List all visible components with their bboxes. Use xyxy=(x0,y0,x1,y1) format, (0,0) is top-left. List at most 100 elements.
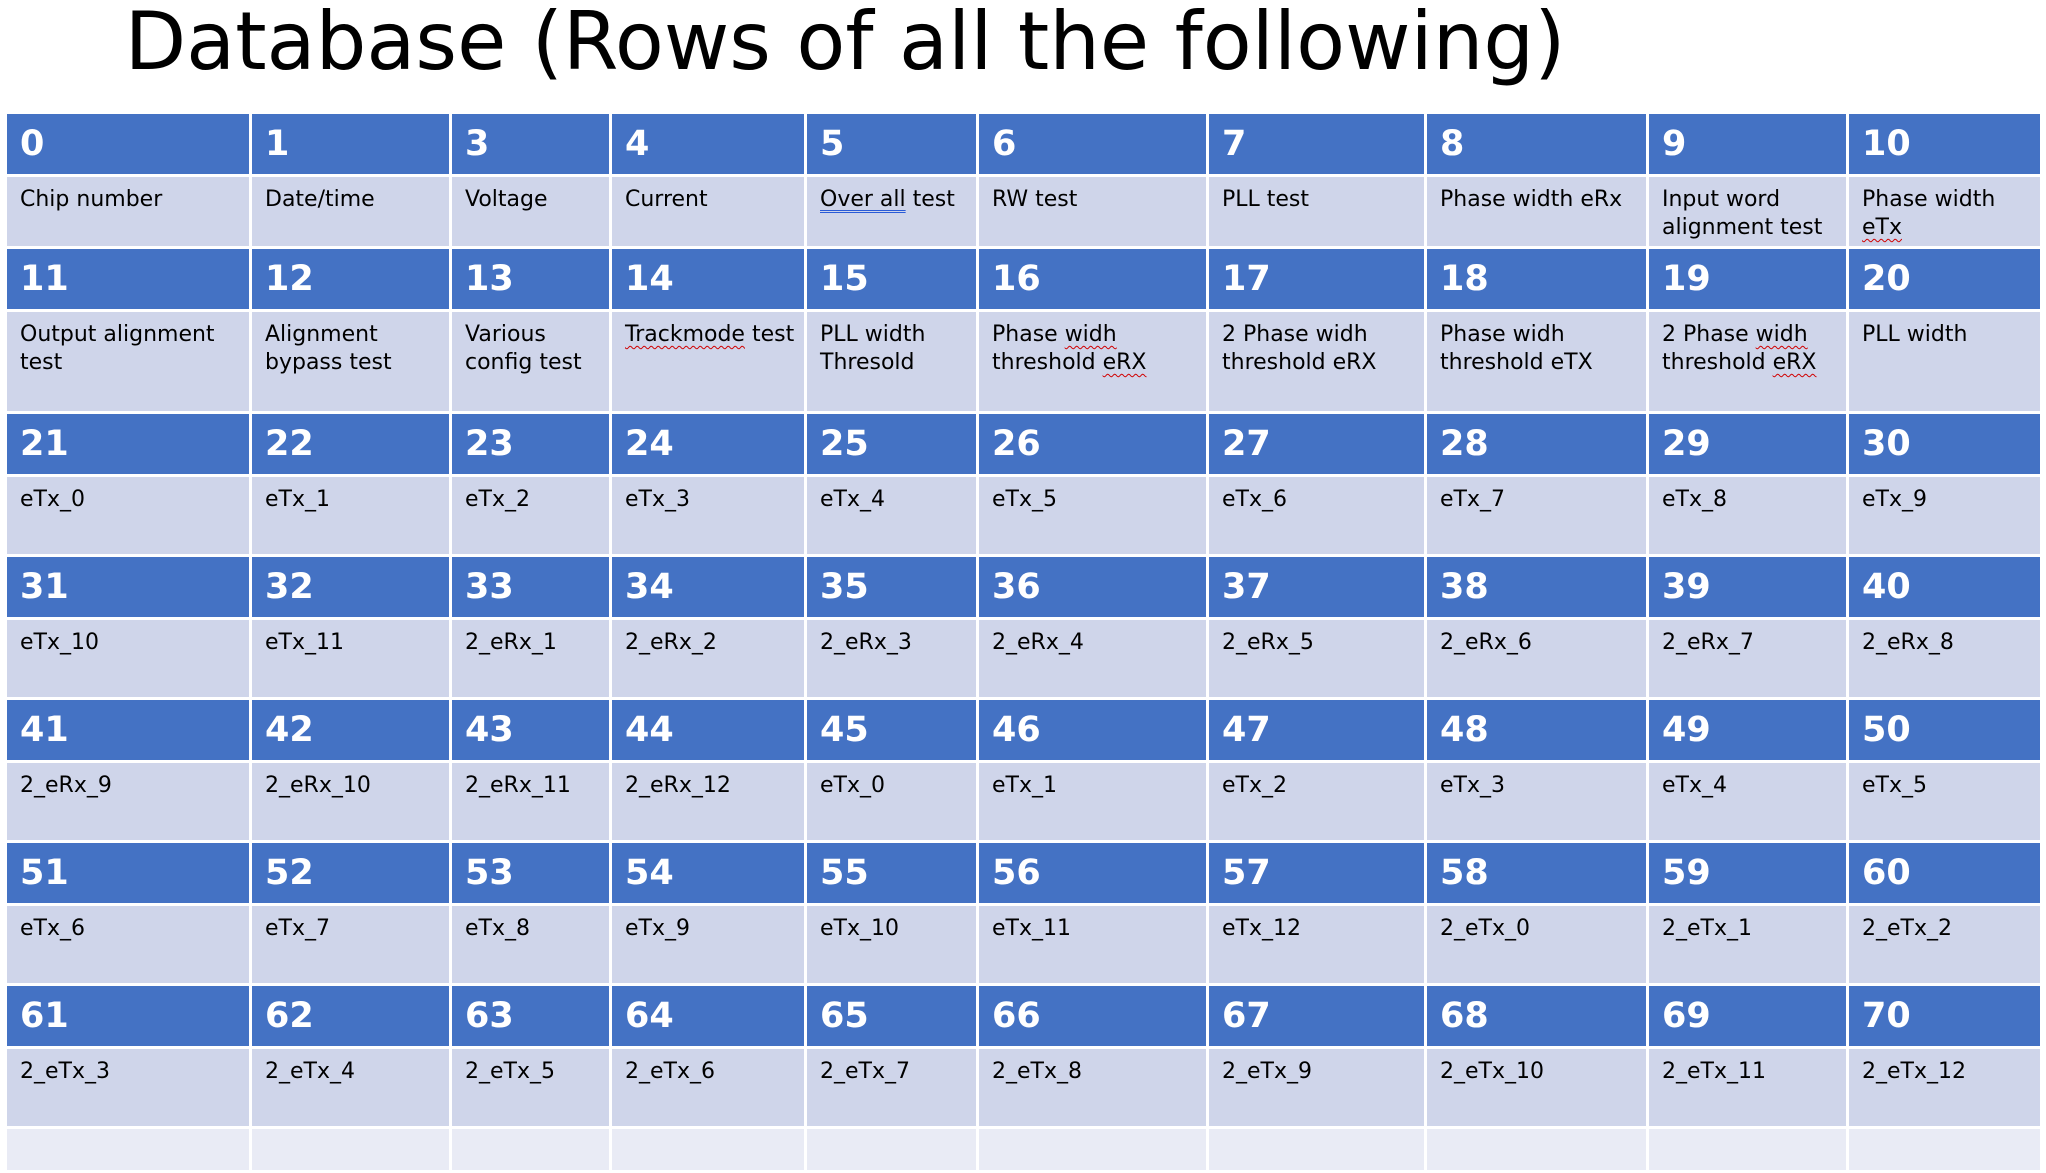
field-label-text: widh xyxy=(1064,322,1117,347)
column-number-cell: 37 xyxy=(1206,554,1427,620)
field-label-text: 2_eRx_3 xyxy=(820,630,912,655)
field-label-cell: eTx_1 xyxy=(249,474,452,557)
table-row: Output alignment test Alignment bypass te… xyxy=(4,309,2043,414)
field-label-text: eTx_6 xyxy=(1222,487,1287,512)
column-number-cell: 46 xyxy=(976,697,1209,763)
field-label-text: eTx_0 xyxy=(820,773,885,798)
field-label-text: PLL test xyxy=(1222,187,1310,212)
field-label-text: 2_eRx_2 xyxy=(625,630,717,655)
column-number-cell: 35 xyxy=(804,554,979,620)
column-number-cell: 58 xyxy=(1424,840,1649,906)
field-label-text: 2_eRx_8 xyxy=(1862,630,1954,655)
field-label-cell: eTx_3 xyxy=(1424,760,1649,843)
field-label-cell: eTx_2 xyxy=(449,474,612,557)
field-label-cell: eTx_0 xyxy=(804,760,979,843)
field-label-cell: RW test xyxy=(976,174,1209,249)
column-number-cell: 34 xyxy=(609,554,807,620)
column-number-cell: 25 xyxy=(804,411,979,477)
field-label-text: eRX xyxy=(1772,350,1817,375)
field-label-cell: eTx_6 xyxy=(4,903,252,986)
field-label-text: 2_eTx_0 xyxy=(1440,916,1530,941)
column-number-cell: 29 xyxy=(1646,411,1849,477)
column-number-cell: 36 xyxy=(976,554,1209,620)
table-row: eTx_0 eTx_1 eTx_2 eTx_3 eTx_4 eTx_5 eTx_6 eTx_7… xyxy=(4,474,2043,557)
field-label-cell: 2_eRx_9 xyxy=(4,760,252,843)
column-number-cell: 23 xyxy=(449,411,612,477)
field-label-text: eTx_10 xyxy=(820,916,899,941)
column-number-cell: 69 xyxy=(1646,983,1849,1049)
column-number-cell: 18 xyxy=(1424,246,1649,312)
field-label-text: widh xyxy=(1755,322,1808,347)
field-label-text: Phase xyxy=(992,322,1065,347)
field-label-text: eTx_6 xyxy=(20,916,85,941)
field-label-text: eTx_2 xyxy=(1222,773,1287,798)
field-label-text: Output alignment test xyxy=(20,322,215,375)
field-label-cell: Output alignment test xyxy=(4,309,252,414)
field-label-text: Phase widh threshold eTX xyxy=(1440,322,1593,375)
field-label-text: 2_eRx_9 xyxy=(20,773,112,798)
column-number-cell: 56 xyxy=(976,840,1209,906)
field-label-text: Various config test xyxy=(465,322,582,375)
field-label-text: Alignment bypass test xyxy=(265,322,392,375)
column-number-cell: 1 xyxy=(249,111,452,177)
field-label-cell: 2_eRx_11 xyxy=(449,760,612,843)
field-label-cell: eTx_4 xyxy=(1646,760,1849,843)
field-label-cell: 2_eTx_11 xyxy=(1646,1046,1849,1129)
column-number-cell: 32 xyxy=(249,554,452,620)
field-label-cell: eTx_4 xyxy=(804,474,979,557)
field-label-cell: 2_eRx_1 xyxy=(449,617,612,700)
field-label-cell: Phase widh threshold eRX xyxy=(976,309,1209,414)
field-label-text: eTx_3 xyxy=(625,487,690,512)
field-label-text: eTx_9 xyxy=(625,916,690,941)
field-label-text: eTx_4 xyxy=(1662,773,1727,798)
field-label-cell: eTx_6 xyxy=(1206,474,1427,557)
field-label-cell: 2_eRx_6 xyxy=(1424,617,1649,700)
column-number-cell: 27 xyxy=(1206,411,1427,477)
field-label-cell: eTx_11 xyxy=(249,617,452,700)
field-label-text: 2_eTx_1 xyxy=(1662,916,1752,941)
table-header-row: 31 32 33 34 35 36 37 38 39 40 xyxy=(4,554,2043,620)
field-label-cell: eTx_9 xyxy=(609,903,807,986)
field-label-text: 2 Phase widh threshold eRX xyxy=(1222,322,1377,375)
field-label-cell: Voltage xyxy=(449,174,612,249)
field-label-cell: 2_eRx_12 xyxy=(609,760,807,843)
table-row: 2_eTx_3 2_eTx_4 2_eTx_5 2_eTx_6 2_eTx_7 2_eTx… xyxy=(4,1046,2043,1129)
field-label-text: eTx_2 xyxy=(465,487,530,512)
field-label-text: 2_eTx_5 xyxy=(465,1059,555,1084)
field-label-cell: eTx_1 xyxy=(976,760,1209,843)
field-label-text: 2_eTx_11 xyxy=(1662,1059,1766,1084)
column-number-cell: 54 xyxy=(609,840,807,906)
column-number-cell: 14 xyxy=(609,246,807,312)
field-label-cell: 2_eTx_8 xyxy=(976,1046,1209,1129)
field-label-cell: 2 Phase widh threshold eRX xyxy=(1646,309,1849,414)
field-label-cell: Various config test xyxy=(449,309,612,414)
column-number-cell: 33 xyxy=(449,554,612,620)
field-label-cell: Phase widh threshold eTX xyxy=(1424,309,1649,414)
field-label-cell: Phase width eRx xyxy=(1424,174,1649,249)
field-label-cell: Current xyxy=(609,174,807,249)
field-label-cell: Trackmode test xyxy=(609,309,807,414)
field-label-text: threshold xyxy=(1662,350,1773,375)
field-label-text: Chip number xyxy=(20,187,163,212)
column-number-cell: 6 xyxy=(976,111,1209,177)
column-number-cell: 3 xyxy=(449,111,612,177)
column-number-cell: 50 xyxy=(1846,697,2043,763)
field-label-cell: 2_eTx_6 xyxy=(609,1046,807,1129)
field-label-cell: Over all test xyxy=(804,174,979,249)
field-label-text: 2_eTx_10 xyxy=(1440,1059,1544,1084)
column-number-cell: 52 xyxy=(249,840,452,906)
field-label-text: 2_eTx_4 xyxy=(265,1059,355,1084)
field-label-text: 2 Phase xyxy=(1662,322,1756,347)
column-number-cell: 65 xyxy=(804,983,979,1049)
field-label-cell: 2_eTx_0 xyxy=(1424,903,1649,986)
column-number-cell: 15 xyxy=(804,246,979,312)
column-number-cell: 8 xyxy=(1424,111,1649,177)
column-number-cell: 10 xyxy=(1846,111,2043,177)
field-label-text: eTx_11 xyxy=(992,916,1071,941)
field-label-cell: Alignment bypass test xyxy=(249,309,452,414)
field-label-text: eTx_7 xyxy=(265,916,330,941)
column-number-cell: 60 xyxy=(1846,840,2043,906)
table-header-row: 0 1 3 4 5 6 7 8 9 10 xyxy=(4,111,2043,177)
field-label-text: PLL width xyxy=(1862,322,1968,347)
field-label-cell: 2_eTx_9 xyxy=(1206,1046,1427,1129)
